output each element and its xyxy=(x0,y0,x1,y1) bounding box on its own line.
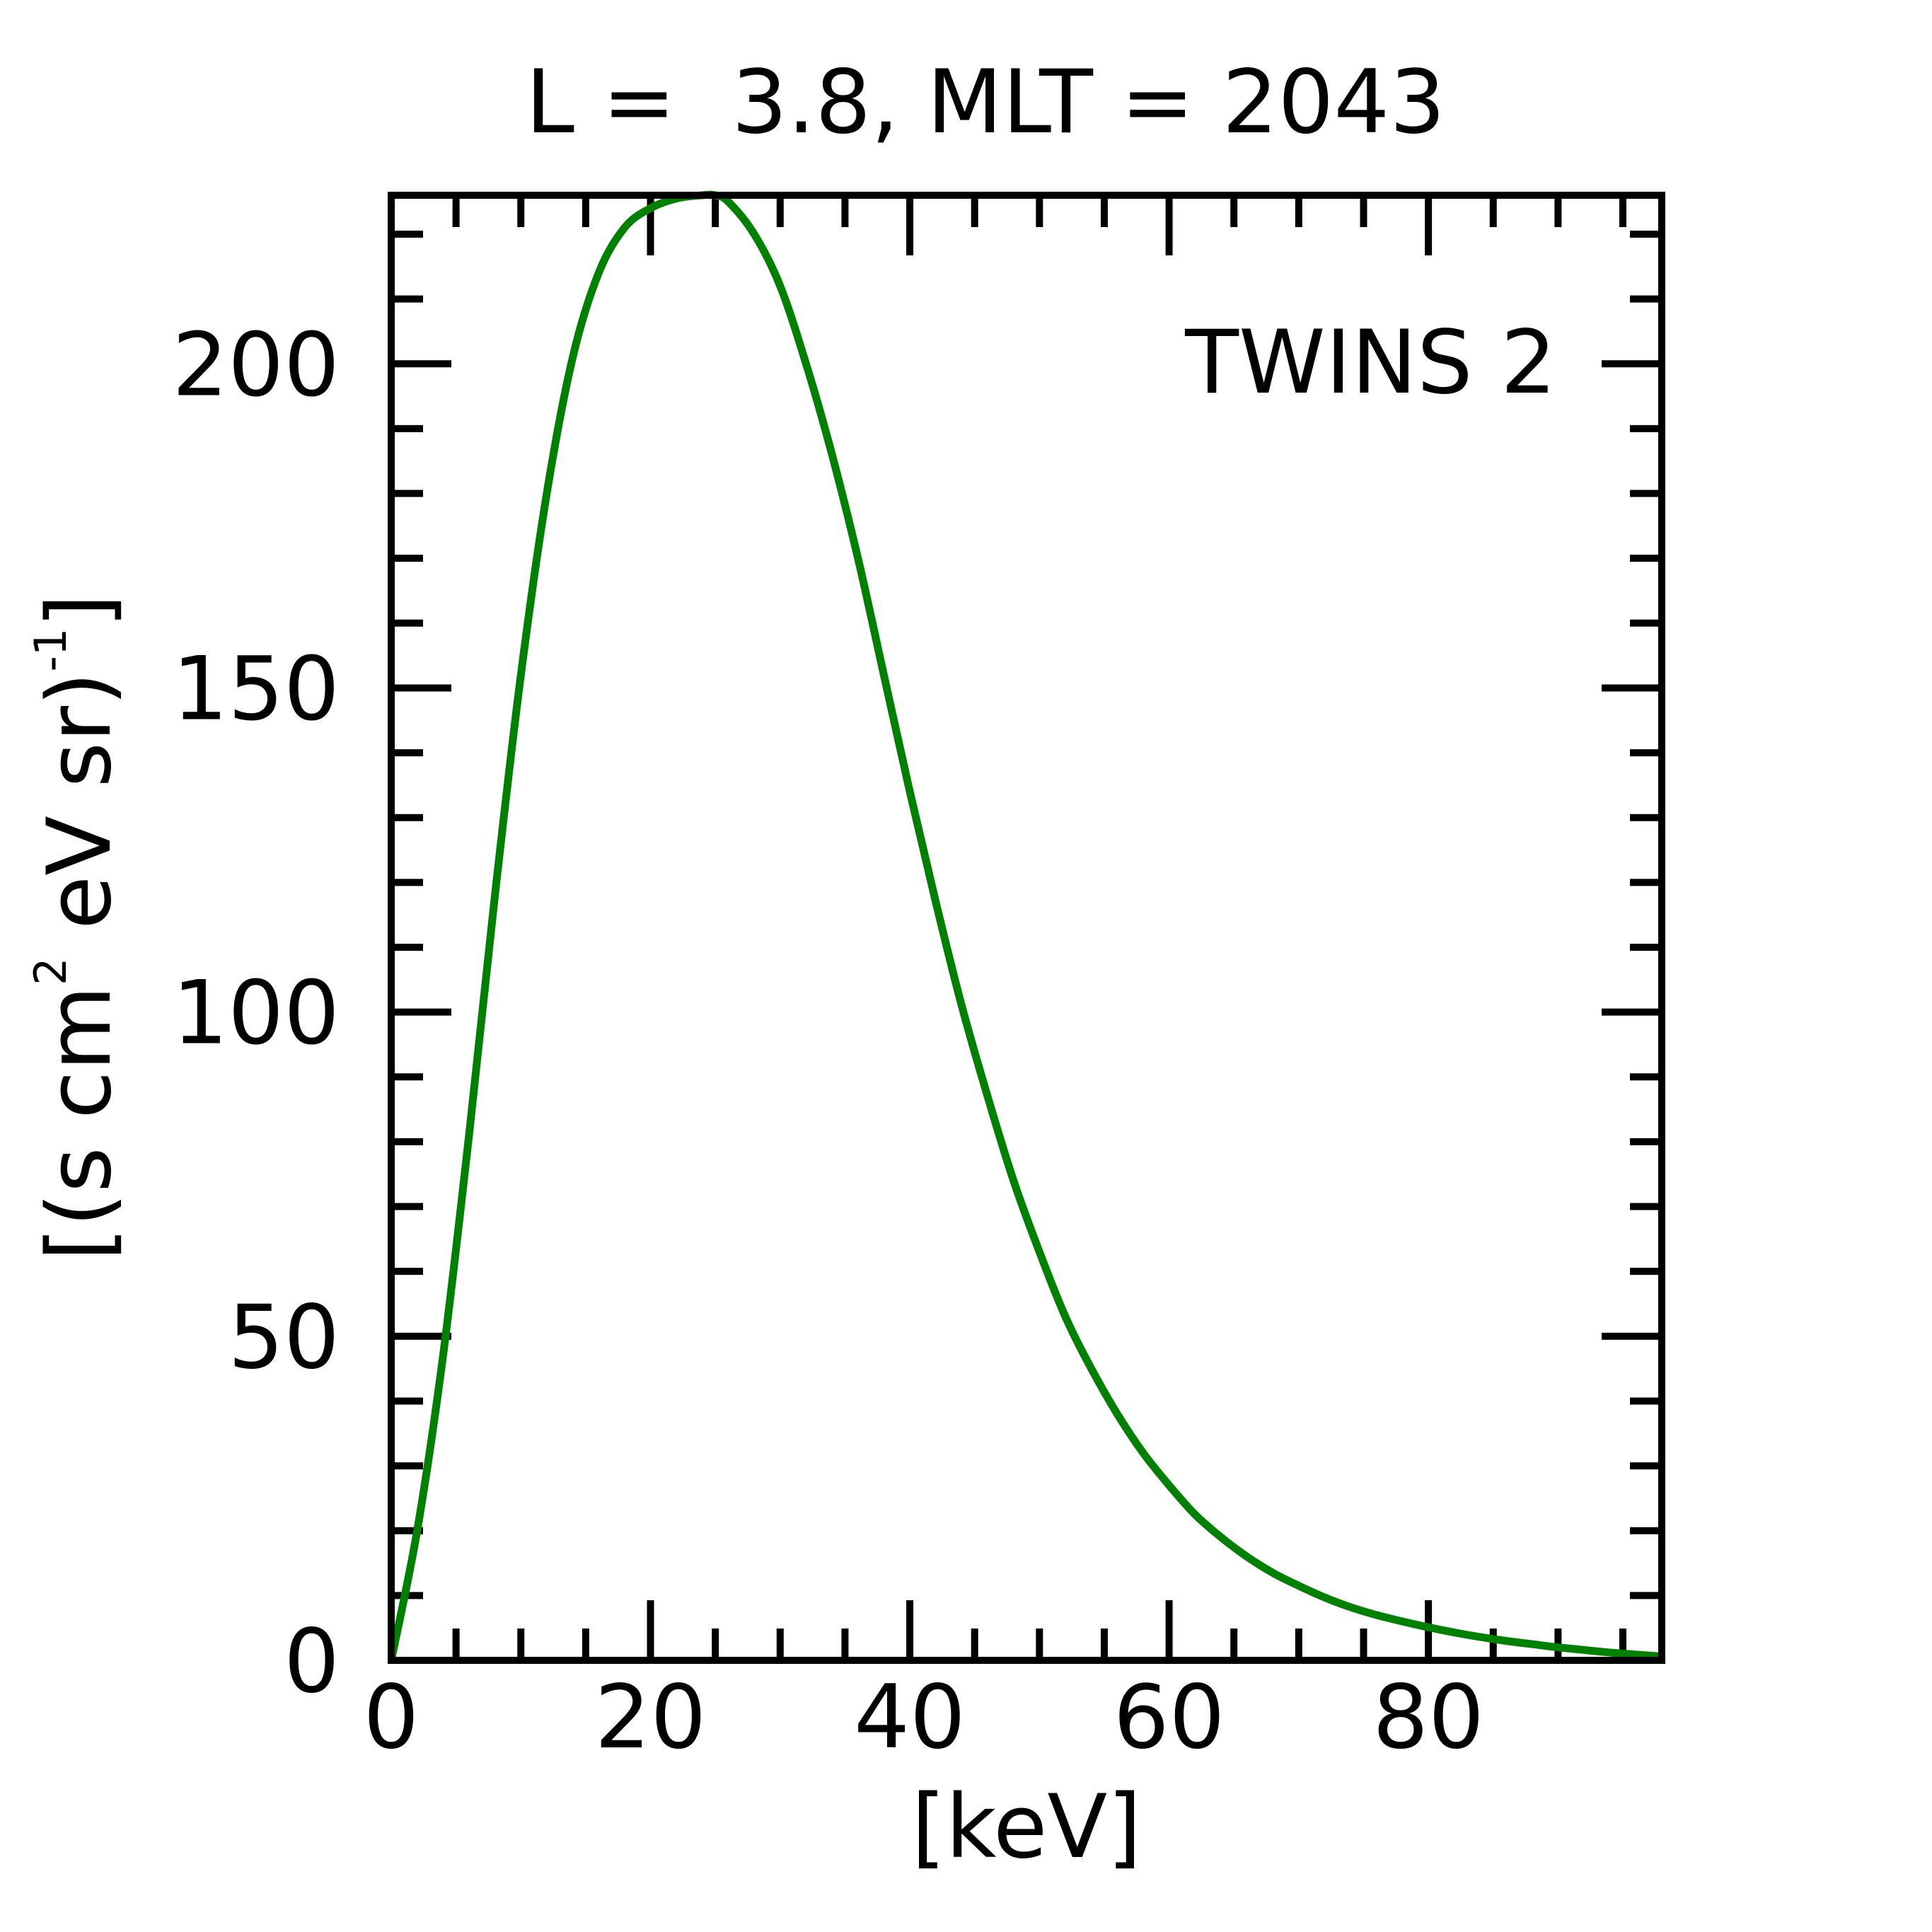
y-axis-label-superscript-2: 2 xyxy=(25,957,76,985)
x-axis-label: [keV] xyxy=(911,1776,1141,1878)
axis-tick-labels: 0 20 40 60 80 0 50 100 150 200 xyxy=(172,314,1484,1769)
plot-frame xyxy=(388,192,1665,1664)
y-tick-label-50: 50 xyxy=(228,1287,340,1389)
y-tick-label-200: 200 xyxy=(172,314,340,416)
chart-title: L = 3.8, MLT = 2043 xyxy=(526,52,1445,154)
y-axis-label: [(s cm2 eV sr)-1] xyxy=(25,594,131,1261)
y-tick-label-0: 0 xyxy=(284,1611,340,1713)
y-axis-label-superscript-minus-1: -1 xyxy=(25,628,76,672)
x-tick-label-80: 80 xyxy=(1372,1667,1484,1769)
y-axis-label-part-3: ] xyxy=(29,594,131,627)
x-tick-label-0: 0 xyxy=(364,1667,420,1769)
y-axis-label-part-2: eV sr) xyxy=(29,672,131,958)
y-tick-label-100: 100 xyxy=(172,963,340,1065)
y-axis-label-part-1: [(s cm xyxy=(29,985,131,1261)
axis-ticks xyxy=(388,195,1662,1664)
x-tick-label-40: 40 xyxy=(854,1667,966,1769)
legend-label-twins-2: TWINS 2 xyxy=(1184,312,1556,414)
y-tick-label-150: 150 xyxy=(172,638,340,740)
x-tick-label-20: 20 xyxy=(595,1667,707,1769)
x-tick-label-60: 60 xyxy=(1113,1667,1225,1769)
series-line-twins-2 xyxy=(387,190,1662,1662)
